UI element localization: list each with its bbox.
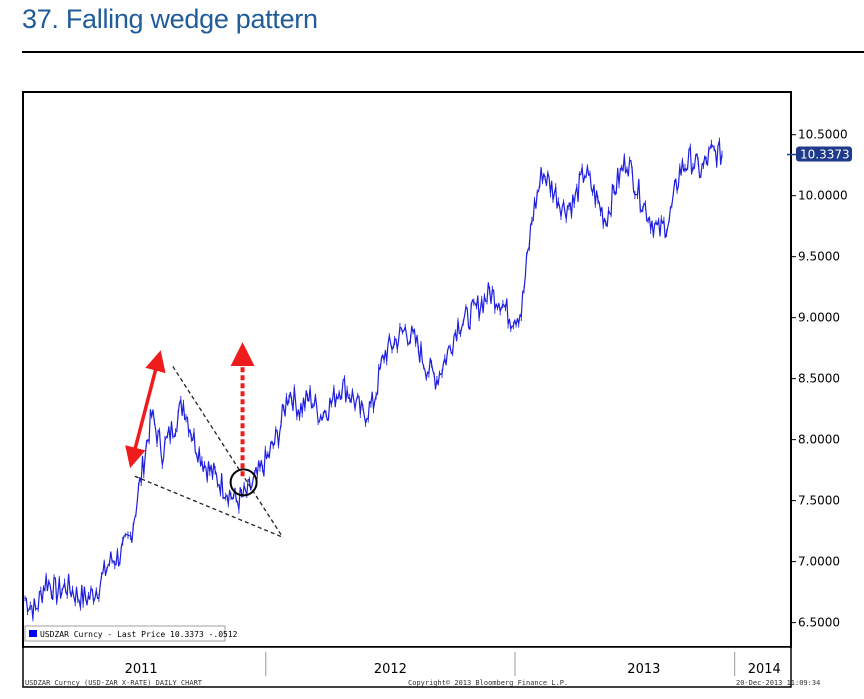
wedge-lower-line [134, 475, 283, 538]
y-tick-label: 10.5000 [798, 128, 848, 142]
legend-text: USDZAR Curncy - Last Price 10.3373 -.051… [40, 630, 238, 639]
y-tick-label: 9.5000 [798, 250, 840, 264]
x-tick-label: 2012 [374, 662, 407, 677]
plot-area [22, 91, 792, 648]
title-rule [22, 51, 864, 53]
bottom-strip [22, 646, 792, 688]
footer-right: 20-Dec-2013 11:09:34 [736, 679, 820, 687]
range-arrow [125, 350, 166, 469]
x-tick-label: 2011 [125, 662, 158, 677]
x-tick-label: 2014 [748, 662, 781, 677]
y-axis: 6.5000 7.0000 7.5000 8.0000 8.5000 9.0000 9.50… [791, 128, 848, 630]
footer-left: USDZAR Curncy (USD-ZAR X-RATE) DAILY CHA… [25, 679, 203, 687]
last-price-tag: 10.3373 [796, 146, 852, 162]
price-series [24, 137, 723, 622]
wedge-upper-line [172, 366, 284, 538]
legend-swatch [29, 630, 37, 637]
legend: USDZAR Curncy - Last Price 10.3373 -.051… [24, 625, 238, 642]
x-axis: 2011 2012 2013 2014 [125, 652, 781, 677]
y-tick-label: 9.0000 [798, 311, 840, 325]
legend-box [24, 625, 226, 642]
breakout-circle [229, 468, 258, 497]
last-price-box [796, 146, 852, 162]
y-tick-label: 8.5000 [798, 372, 840, 386]
annotations [125, 153, 796, 538]
y-tick-label: 7.5000 [798, 494, 840, 508]
y-tick-label: 8.0000 [798, 433, 840, 447]
y-tick-label: 7.0000 [798, 555, 840, 569]
last-price-label: 10.3373 [800, 148, 850, 162]
page-title: 37. Falling wedge pattern [22, 4, 318, 34]
y-tick-label: 10.0000 [798, 189, 848, 203]
y-tick-label: 6.5000 [798, 616, 840, 630]
x-tick-label: 2013 [627, 662, 660, 677]
footer-center: Copyright© 2013 Bloomberg Finance L.P. [408, 679, 568, 687]
